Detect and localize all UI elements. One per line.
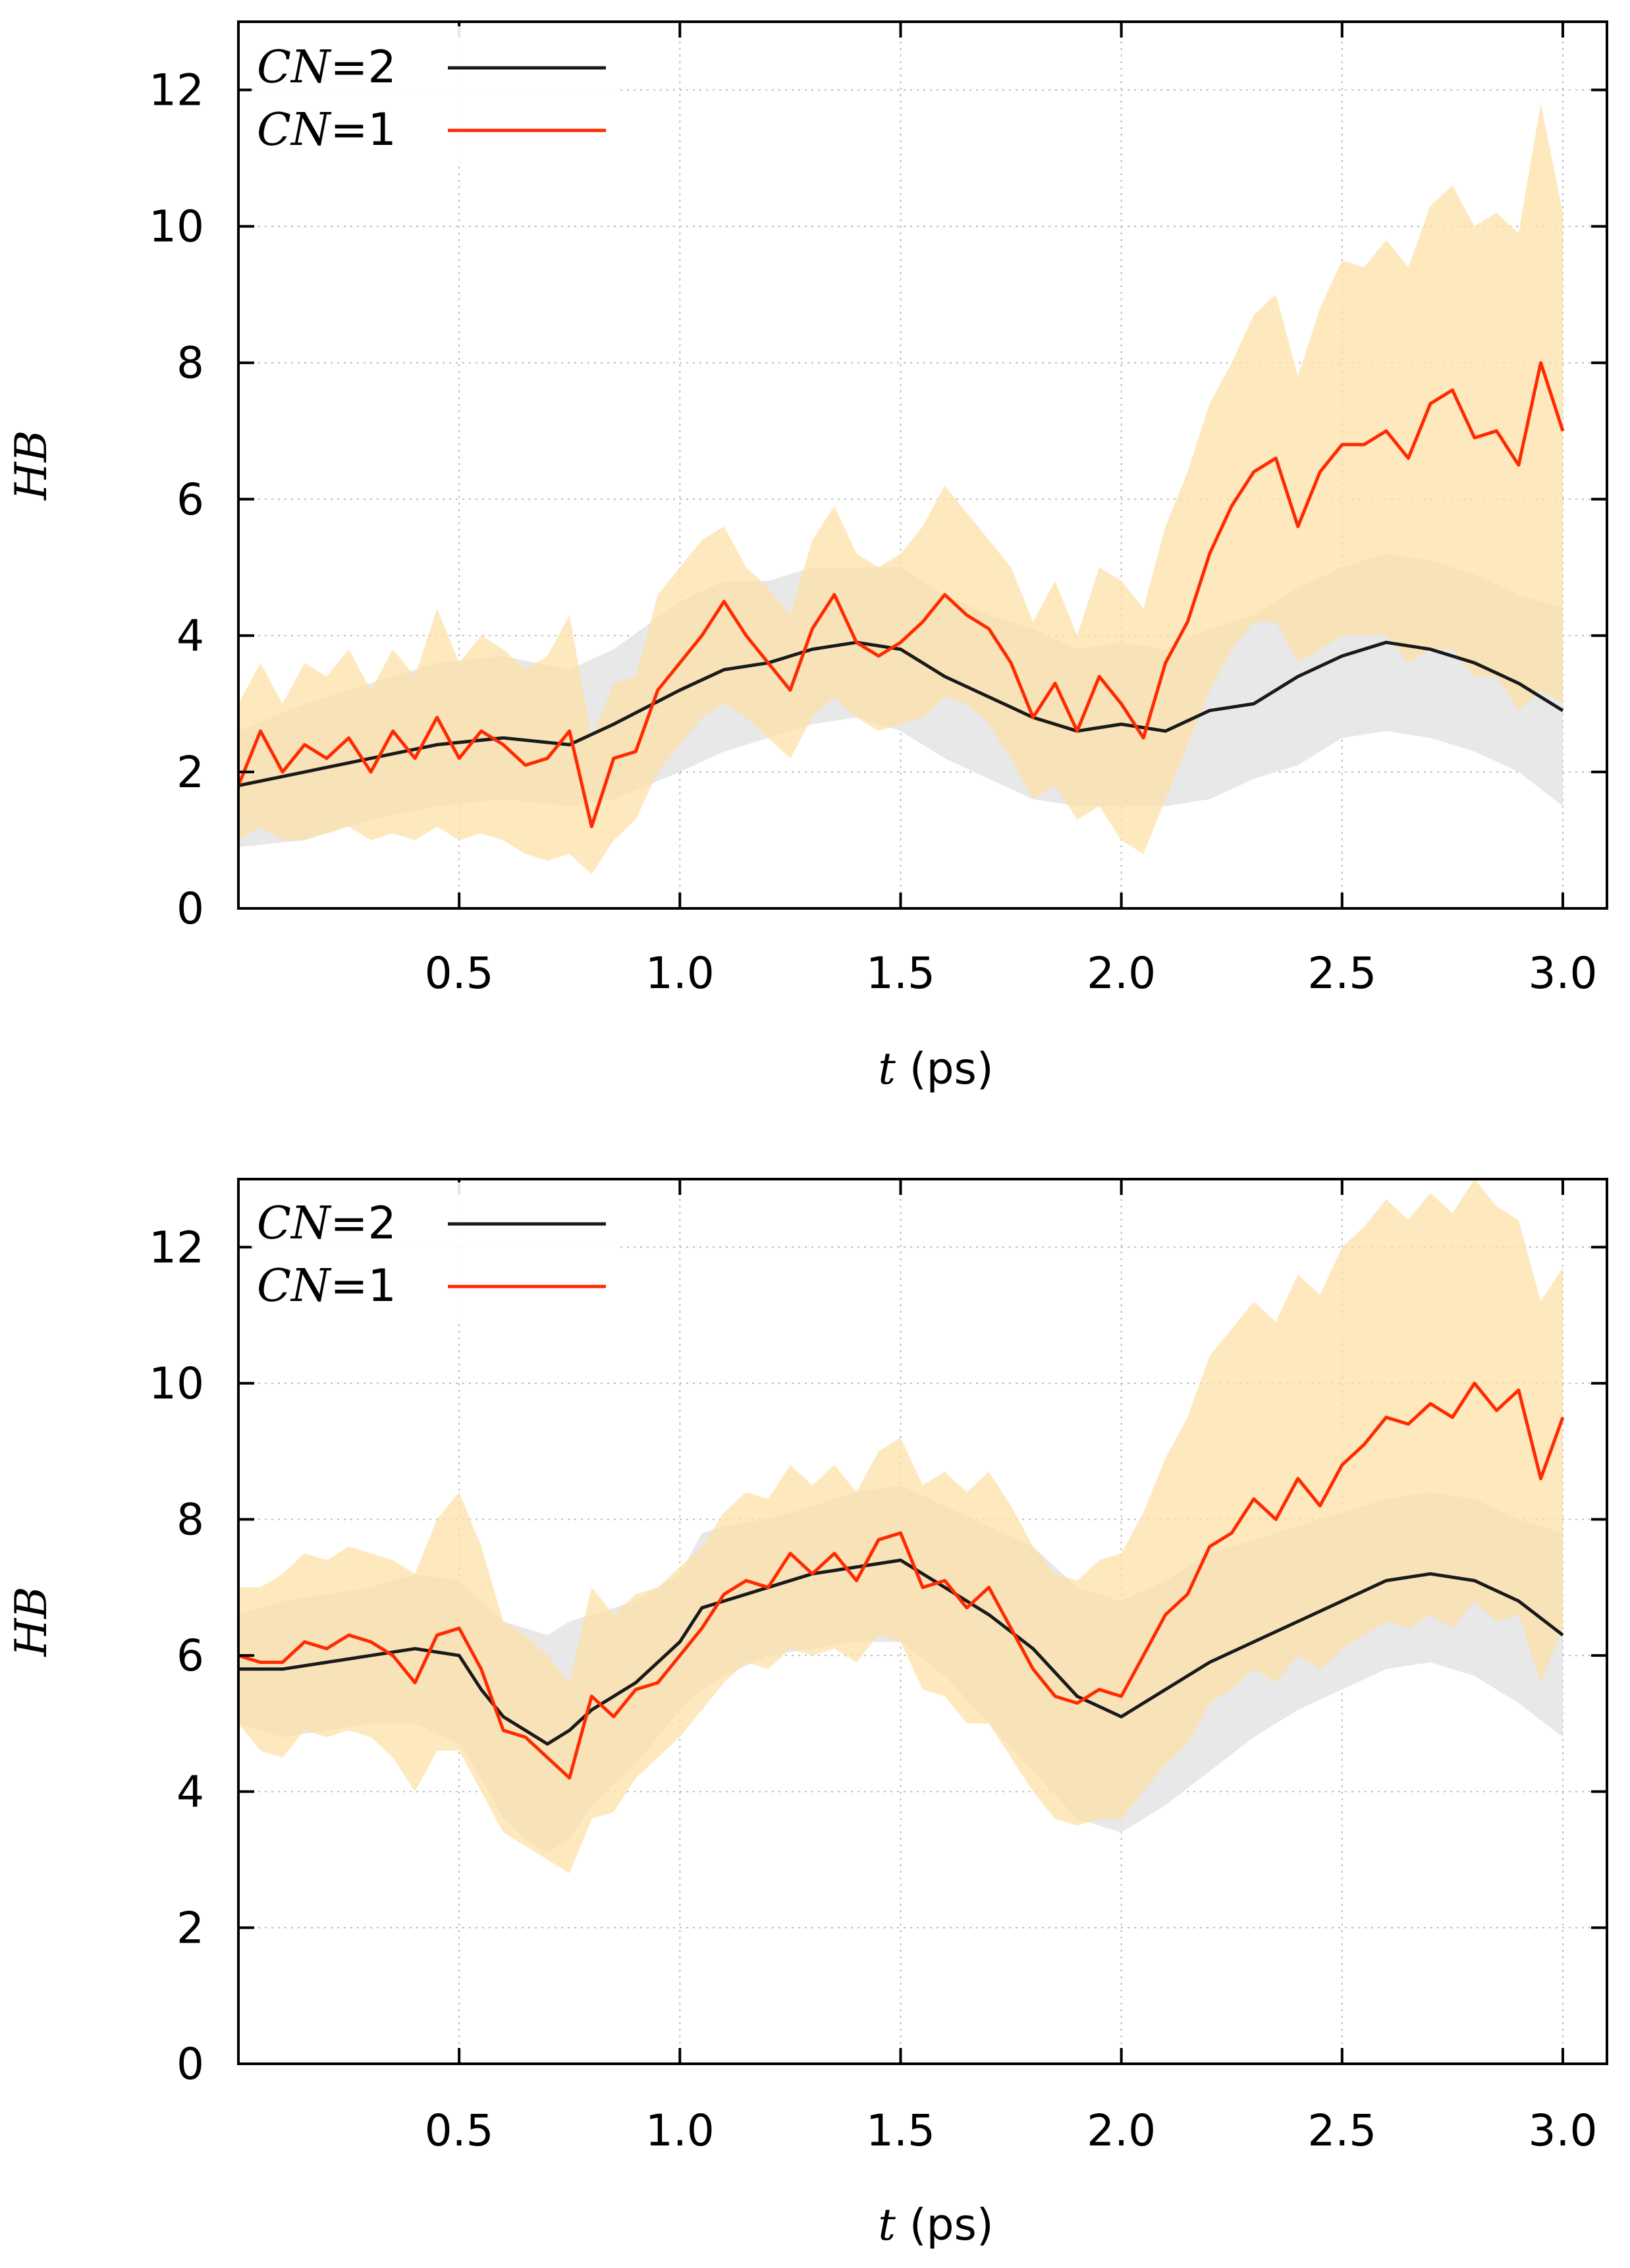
legend-label-cn2: CN=2	[257, 1198, 396, 1250]
x-tick-label: 3.0	[1528, 948, 1597, 999]
x-tick-label: 3.0	[1528, 2105, 1597, 2156]
legend-label-cn1: CN=1	[257, 104, 396, 156]
series-line-cn1	[238, 1381, 1565, 1780]
legend-label-variable: CN	[257, 41, 332, 94]
series-layer	[238, 1179, 1565, 1873]
ticks: 0.5 1.0 1.5 2.0 2.5 3.0 0 2 4 6 8 10 12	[149, 22, 1607, 999]
y-tick-label: 6	[177, 474, 204, 525]
y-tick-label: 4	[177, 611, 204, 661]
x-axis-label: t (ps)	[878, 2199, 993, 2250]
x-axis-label: t (ps)	[878, 1043, 993, 1094]
ticks: 0.5 1.0 1.5 2.0 2.5 3.0 0 2 4 6 8 10 12	[149, 1179, 1607, 2156]
y-axis-label: HB	[6, 1586, 57, 1657]
x-tick-label: 2.5	[1307, 948, 1376, 999]
legend-background	[252, 1182, 620, 1321]
legend-label-value: =2	[331, 1198, 396, 1250]
legend-label-value: =2	[331, 41, 396, 94]
x-tick-label: 2.0	[1087, 948, 1156, 999]
x-tick-label: 0.5	[425, 2105, 494, 2156]
y-axis-label: HB	[6, 430, 57, 501]
y-tick-label: 2	[177, 1902, 204, 1953]
plot-frame	[237, 1178, 1608, 2065]
legend: CN=2CN=1	[252, 1182, 620, 1321]
x-tick-label: 2.0	[1087, 2105, 1156, 2156]
y-tick-label: 10	[149, 202, 204, 252]
band-cn1	[238, 1179, 1563, 1873]
y-tick-label: 12	[149, 1222, 204, 1273]
legend-label-variable: CN	[257, 104, 332, 156]
x-axis-label-variable: t	[878, 1043, 896, 1094]
legend-label-variable: CN	[257, 1198, 332, 1250]
series-line-cn1	[238, 361, 1565, 829]
series-layer	[238, 103, 1565, 875]
plot-frame	[237, 20, 1608, 910]
x-tick-label: 1.5	[866, 2105, 935, 2156]
y-tick-label: 6	[177, 1630, 204, 1681]
y-tick-label: 0	[177, 2039, 204, 2089]
x-tick-label: 1.0	[645, 2105, 715, 2156]
series-line-cn2	[238, 640, 1564, 788]
y-tick-label: 2	[177, 747, 204, 798]
legend-background	[252, 26, 620, 165]
x-axis-label-unit: (ps)	[896, 2199, 994, 2250]
y-tick-label: 4	[177, 1767, 204, 1817]
band-cn1	[238, 103, 1563, 875]
y-tick-label: 8	[177, 338, 204, 389]
y-tick-label: 10	[149, 1358, 204, 1409]
x-tick-label: 1.0	[645, 948, 715, 999]
y-tick-label: 12	[149, 65, 204, 116]
legend-label-value: =1	[331, 104, 396, 156]
x-axis-label-variable: t	[878, 2199, 896, 2250]
legend-label-cn1: CN=1	[257, 1260, 396, 1312]
legend-label-variable: CN	[257, 1260, 332, 1312]
y-tick-label: 0	[177, 883, 204, 934]
y-tick-label: 8	[177, 1495, 204, 1545]
x-tick-label: 1.5	[866, 948, 935, 999]
x-tick-label: 2.5	[1307, 2105, 1376, 2156]
x-tick-label: 0.5	[425, 948, 494, 999]
legend-label-value: =1	[331, 1260, 396, 1312]
legend-label-cn2: CN=2	[257, 41, 396, 94]
legend: CN=2CN=1	[252, 26, 620, 165]
x-axis-label-unit: (ps)	[896, 1043, 994, 1094]
